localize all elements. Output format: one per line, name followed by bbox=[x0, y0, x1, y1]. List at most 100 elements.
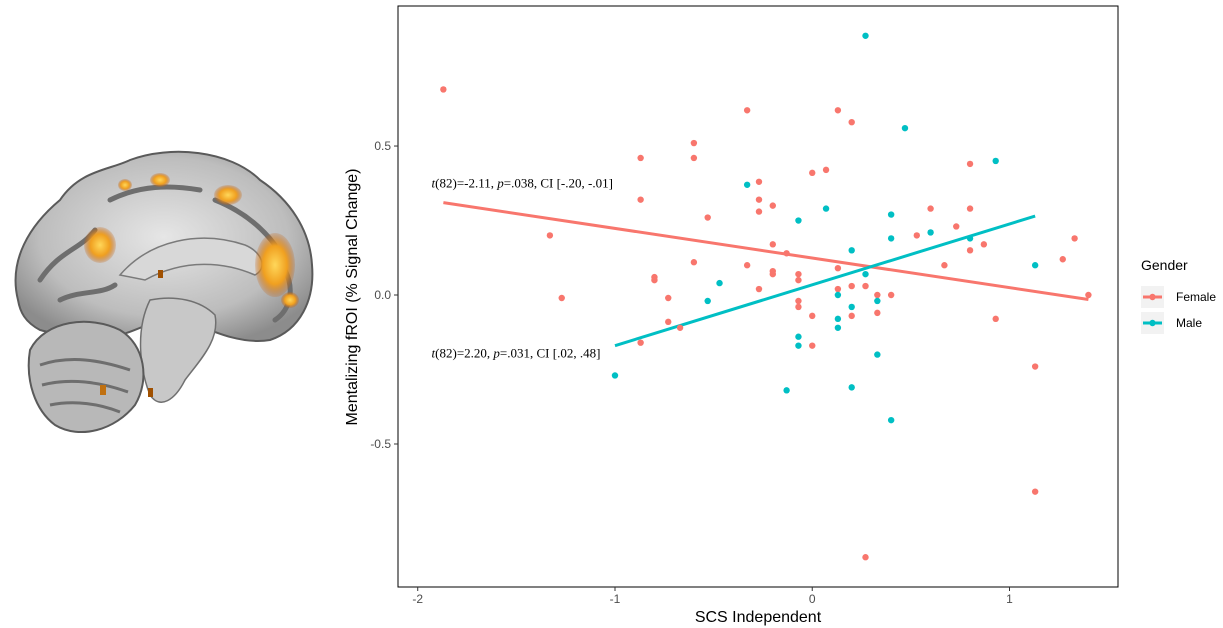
legend-dot bbox=[1149, 319, 1156, 327]
point-male bbox=[874, 297, 881, 305]
x-tick-label: -2 bbox=[412, 592, 423, 606]
point-female bbox=[834, 264, 842, 272]
point-female bbox=[809, 312, 816, 320]
point-female bbox=[676, 324, 684, 331]
point-male bbox=[822, 205, 830, 212]
activation-blob bbox=[214, 185, 242, 205]
point-male bbox=[966, 235, 974, 242]
point-female bbox=[665, 318, 672, 326]
point-female bbox=[755, 285, 763, 293]
point-female bbox=[558, 294, 565, 302]
legend-label-male: Male bbox=[1176, 316, 1202, 330]
point-female bbox=[637, 196, 644, 203]
point-male bbox=[743, 181, 751, 188]
point-male bbox=[992, 157, 999, 165]
point-male bbox=[927, 229, 934, 236]
point-female bbox=[809, 169, 816, 177]
point-female bbox=[913, 232, 920, 239]
point-female bbox=[769, 270, 776, 278]
cerebellum-folia bbox=[39, 358, 131, 414]
point-female bbox=[690, 259, 698, 266]
stat-annotation-female-stat: t(82)=-2.11, p=.038, CI [-.20, -.01] bbox=[432, 176, 613, 191]
point-male bbox=[874, 351, 881, 358]
point-female bbox=[862, 554, 869, 561]
point-female bbox=[874, 291, 881, 299]
point-female bbox=[769, 202, 776, 209]
legend-dot bbox=[1149, 293, 1156, 301]
point-male bbox=[1031, 262, 1039, 269]
point-male bbox=[716, 279, 723, 287]
point-female bbox=[755, 196, 763, 203]
point-female bbox=[874, 309, 881, 317]
point-male bbox=[795, 342, 802, 349]
point-female bbox=[822, 166, 830, 174]
point-female bbox=[783, 250, 790, 257]
point-female bbox=[966, 160, 974, 168]
point-female bbox=[1071, 235, 1078, 242]
panel-border bbox=[397, 5, 1119, 588]
point-female bbox=[795, 276, 802, 284]
point-female bbox=[992, 315, 999, 323]
points bbox=[440, 32, 1092, 561]
point-female bbox=[795, 297, 802, 305]
point-female bbox=[704, 214, 711, 221]
point-male bbox=[704, 297, 711, 305]
stat-annotation-male-stat: t(82)=2.20, p=.031, CI [.02, .48] bbox=[432, 346, 601, 361]
point-female bbox=[848, 119, 855, 126]
point-male bbox=[901, 124, 909, 132]
activation-blob bbox=[84, 227, 116, 263]
x-axis-title: SCS Independent bbox=[695, 609, 822, 626]
x-axis: -2 -1 0 1 bbox=[412, 587, 1013, 606]
point-male bbox=[887, 416, 895, 424]
activation-blob bbox=[100, 385, 106, 395]
point-female bbox=[743, 262, 751, 269]
y-axis: -0.5 0.0 0.5 bbox=[370, 139, 398, 451]
x-tick-label: 1 bbox=[1006, 592, 1013, 606]
activation-blob bbox=[158, 270, 163, 278]
point-female bbox=[795, 270, 802, 278]
point-female bbox=[690, 154, 698, 162]
point-female bbox=[651, 276, 658, 284]
activation-blob bbox=[118, 179, 132, 191]
point-female bbox=[1031, 488, 1039, 495]
point-male bbox=[834, 324, 842, 331]
activation-blob bbox=[255, 233, 295, 297]
point-female bbox=[795, 303, 802, 311]
point-female bbox=[637, 339, 644, 346]
cerebellum-shape bbox=[27, 320, 145, 434]
point-female bbox=[887, 291, 895, 299]
point-male bbox=[834, 291, 842, 299]
y-tick-label: -0.5 bbox=[370, 437, 391, 451]
fit-lines bbox=[443, 201, 1089, 348]
point-female bbox=[637, 154, 644, 162]
point-female bbox=[1085, 291, 1092, 299]
point-female bbox=[755, 208, 763, 215]
y-axis-title: Mentalizing fROI (% Signal Change) bbox=[344, 168, 361, 425]
point-male bbox=[887, 235, 895, 242]
legend: Gender Female Male bbox=[1141, 257, 1216, 334]
gyri-lines bbox=[37, 184, 293, 323]
point-male bbox=[795, 217, 802, 224]
point-female bbox=[546, 232, 554, 239]
point-female bbox=[809, 342, 816, 349]
x-tick-label: -1 bbox=[610, 592, 621, 606]
point-female bbox=[927, 205, 934, 212]
y-tick-label: 0.0 bbox=[374, 288, 391, 302]
point-female bbox=[966, 247, 974, 254]
point-female bbox=[941, 262, 948, 269]
activation-blob bbox=[150, 173, 170, 187]
point-male bbox=[848, 303, 855, 311]
point-female bbox=[440, 86, 447, 93]
point-male bbox=[783, 387, 790, 394]
point-female bbox=[834, 285, 842, 293]
point-female bbox=[690, 139, 698, 147]
fit-line-male bbox=[614, 214, 1036, 348]
point-female bbox=[834, 107, 842, 114]
plot-area: -2 -1 0 1 -0.5 0.0 0.5 t(82)=-2.11, p=.038, C… bbox=[344, 5, 1119, 626]
y-tick-label: 0.5 bbox=[374, 139, 391, 153]
point-female bbox=[665, 294, 672, 302]
point-female bbox=[848, 312, 855, 320]
point-male bbox=[862, 32, 869, 39]
point-female bbox=[953, 223, 960, 230]
